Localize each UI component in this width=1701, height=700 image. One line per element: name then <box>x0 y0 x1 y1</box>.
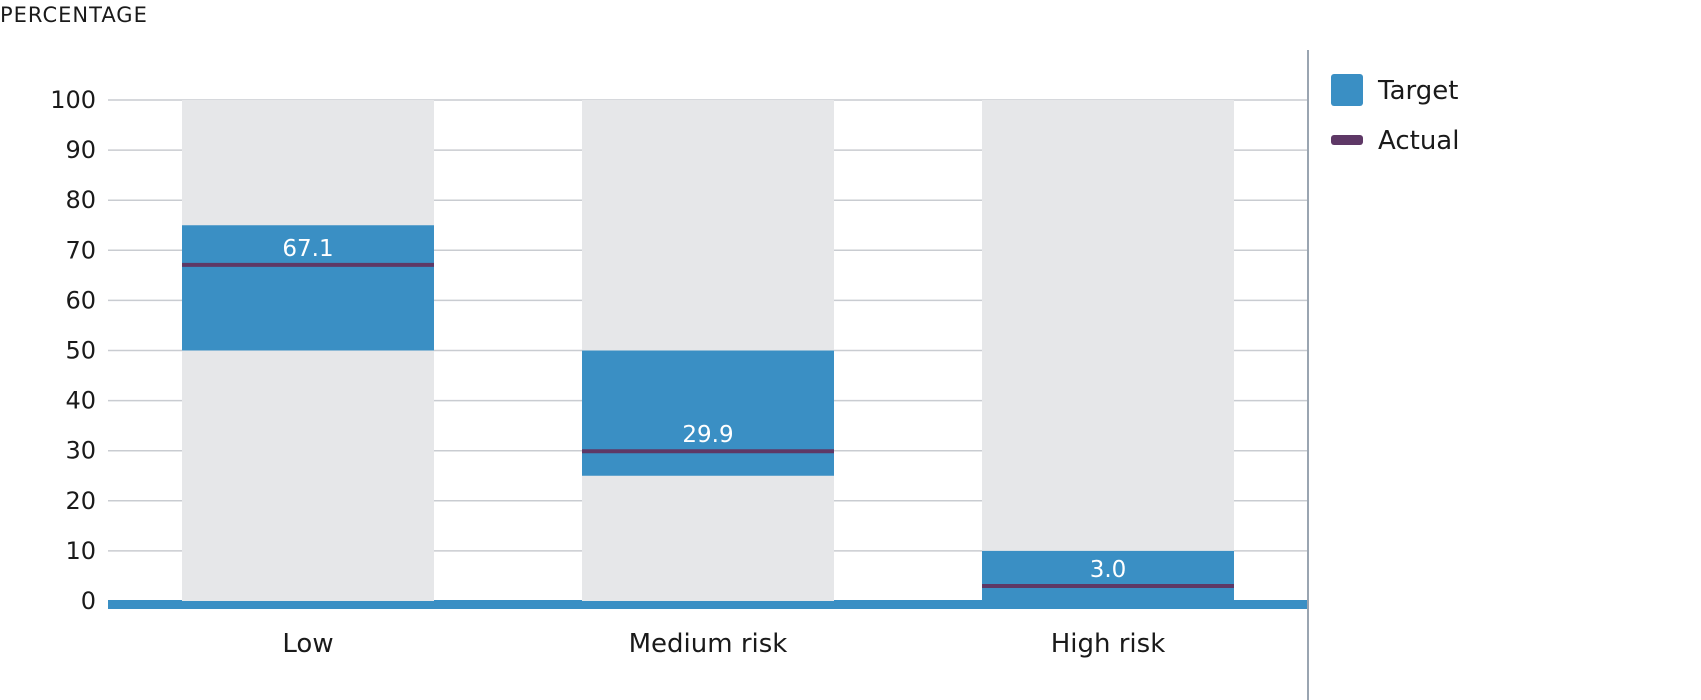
y-tick-label-0: 0 <box>81 587 96 615</box>
data-label-1: 29.9 <box>682 422 733 448</box>
target-series <box>182 225 1234 601</box>
y-tick-label-20: 20 <box>65 487 96 515</box>
y-tick-label-70: 70 <box>65 236 96 264</box>
band-2 <box>982 100 1234 601</box>
y-tick-label-50: 50 <box>65 337 96 365</box>
y-axis-title: PERCENTAGE <box>0 3 148 27</box>
legend-label-target: Target <box>1377 76 1458 106</box>
legend-swatch-actual <box>1331 135 1363 145</box>
target-bar-2 <box>982 550 1234 601</box>
y-tick-label-100: 100 <box>50 86 96 114</box>
data-label-2: 3.0 <box>1090 557 1127 583</box>
actual-series <box>182 262 1234 588</box>
x-category-label-2: High risk <box>1051 629 1166 659</box>
data-labels: 67.1 29.9 3.0 <box>282 236 1126 583</box>
y-tick-label-30: 30 <box>65 437 96 465</box>
target-bar-0 <box>182 225 434 351</box>
y-tick-label-40: 40 <box>65 387 96 415</box>
legend-label-actual: Actual <box>1378 126 1459 156</box>
legend: Target Actual <box>1331 74 1459 156</box>
data-label-0: 67.1 <box>282 236 333 262</box>
x-category-label-0: Low <box>282 629 333 659</box>
y-tick-label-60: 60 <box>65 286 96 314</box>
baseline <box>108 600 1308 609</box>
x-axis-categories: Low Medium risk High risk <box>282 629 1165 659</box>
legend-swatch-target <box>1331 74 1363 106</box>
target-bar-1 <box>582 350 834 476</box>
x-category-label-1: Medium risk <box>629 629 788 659</box>
y-tick-label-90: 90 <box>65 136 96 164</box>
y-axis-ticks: 0 10 20 30 40 50 60 70 80 90 100 <box>50 86 96 615</box>
y-tick-label-10: 10 <box>65 537 96 565</box>
y-tick-label-80: 80 <box>65 186 96 214</box>
